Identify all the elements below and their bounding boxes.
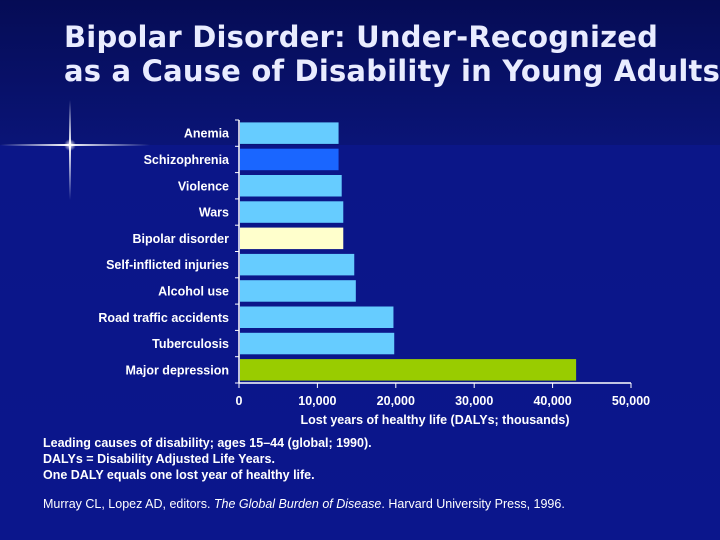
x-tick-label: 50,000 [612,394,650,408]
bar-alcohol-use [240,280,356,302]
sparkle-decoration [0,100,150,200]
header-background [0,0,720,145]
category-label: Road traffic accidents [98,311,229,325]
x-tick-label: 20,000 [377,394,415,408]
bar-schizophrenia [240,148,339,171]
slide-title: Bipolar Disorder: Under-Recognized as a … [64,20,720,88]
category-label: Self-inflicted injuries [106,258,229,272]
citation-publisher: . Harvard University Press, 1996. [381,497,565,511]
bar-wars [240,201,344,223]
bar-bipolar-disorder [240,227,344,250]
x-tick-label: 40,000 [533,394,571,408]
note-line-2: DALYs = Disability Adjusted Life Years. [43,452,275,466]
bar-tuberculosis [240,332,395,355]
bar-violence [240,175,342,197]
bar-road-traffic-accidents [240,306,394,328]
x-axis-title: Lost years of healthy life (DALYs; thous… [300,413,569,427]
bar-anemia [240,122,339,144]
category-label: Bipolar disorder [132,232,229,246]
bar-self-inflicted-injuries [240,253,355,276]
citation-work: The Global Burden of Disease [213,497,382,511]
category-label: Violence [178,179,229,193]
x-tick-label: 30,000 [455,394,493,408]
category-label: Wars [199,206,229,220]
x-tick-label: 10,000 [298,394,336,408]
category-label: Alcohol use [158,284,229,298]
chart-notes: Leading causes of disability; ages 15–44… [43,435,372,483]
category-label: Tuberculosis [152,337,229,351]
category-label: Schizophrenia [144,153,230,167]
title-line-1: Bipolar Disorder: Under-Recognized [64,20,659,54]
category-label: Anemia [184,127,230,141]
bar-major-depression [240,359,577,381]
title-line-2: as a Cause of Disability in Young Adults [64,54,720,88]
x-tick-label: 0 [236,394,243,408]
category-label: Major depression [126,363,230,377]
citation-authors: Murray CL, Lopez AD, editors. [43,497,211,511]
source-citation: Murray CL, Lopez AD, editors. The Global… [43,496,565,512]
note-line-1: Leading causes of disability; ages 15–44… [43,436,372,450]
note-line-3: One DALY equals one lost year of healthy… [43,468,315,482]
